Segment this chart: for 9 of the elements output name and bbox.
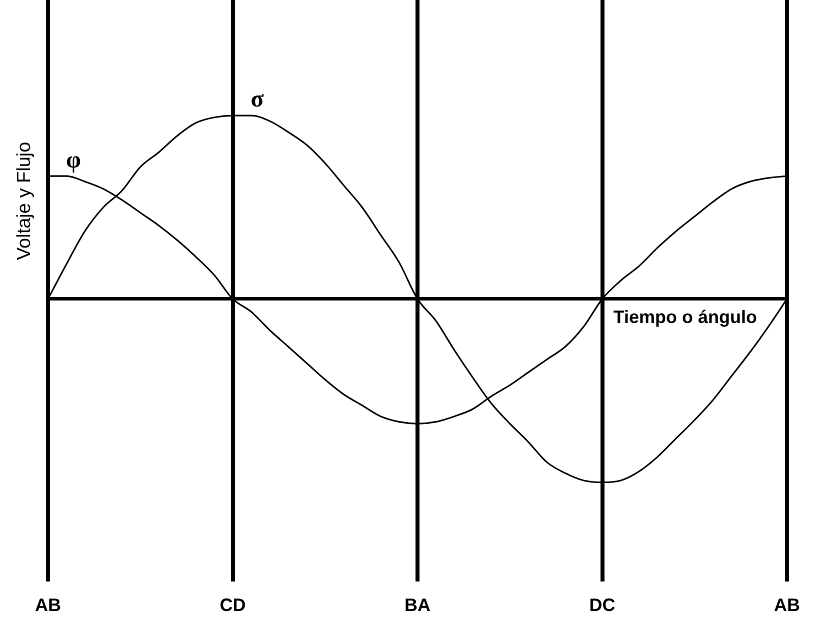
series-label: φ — [66, 147, 81, 174]
x-axis-title: Tiempo o ángulo — [613, 306, 758, 327]
x-tick-label: AB — [35, 595, 61, 616]
x-tick-label: AB — [774, 595, 800, 616]
y-axis-title: Voltaje y Flujo — [14, 142, 36, 260]
x-tick-label: BA — [404, 595, 430, 616]
series-label: σ — [250, 86, 264, 113]
x-tick-label: DC — [589, 595, 616, 616]
x-tick-label: CD — [220, 595, 246, 616]
